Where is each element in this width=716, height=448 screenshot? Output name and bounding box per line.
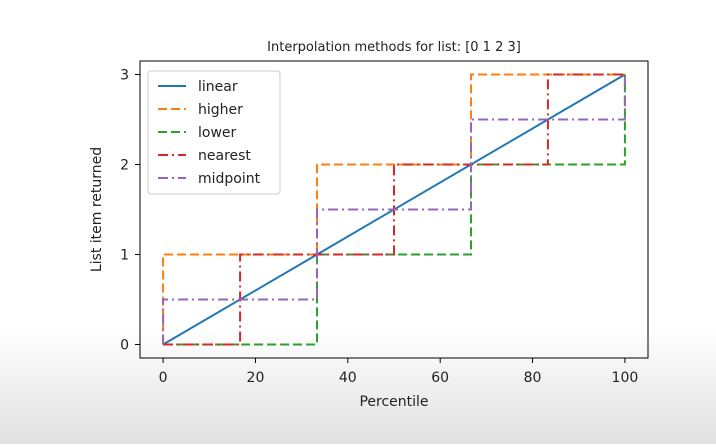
legend-label-nearest: nearest [198,148,251,164]
plot-frame [139,60,649,359]
x-tick-label: 80 [524,370,542,386]
legend-label-lower: lower [198,125,237,141]
series-layer [162,73,626,346]
y-tick-label: 0 [120,338,129,354]
x-axis-title: Percentile [359,394,428,410]
legend-label-midpoint: midpoint [198,171,261,187]
chart-title: Interpolation methods for list: [0 1 2 3… [267,40,521,55]
x-tick-label: 100 [612,370,639,386]
x-tick-label: 0 [159,370,168,386]
y-tick-label: 3 [120,68,129,84]
series-line-lower [163,74,626,346]
ticks-layer: 0 20 40 60 80 100 0 1 2 3 [120,68,638,387]
y-tick-label: 2 [120,158,129,174]
y-axis-title: List item returned [89,147,105,272]
legend-label-higher: higher [198,102,243,118]
legend: linear higher lower nearest midpoint [147,70,281,195]
x-tick-label: 20 [247,370,265,386]
legend-label-linear: linear [198,79,238,95]
y-tick-label: 1 [120,248,129,264]
legend-box [147,70,281,195]
x-tick-label: 60 [431,370,449,386]
series-line-higher [162,73,625,345]
x-tick-label: 40 [339,370,357,386]
series-line-midpoint [162,74,626,345]
